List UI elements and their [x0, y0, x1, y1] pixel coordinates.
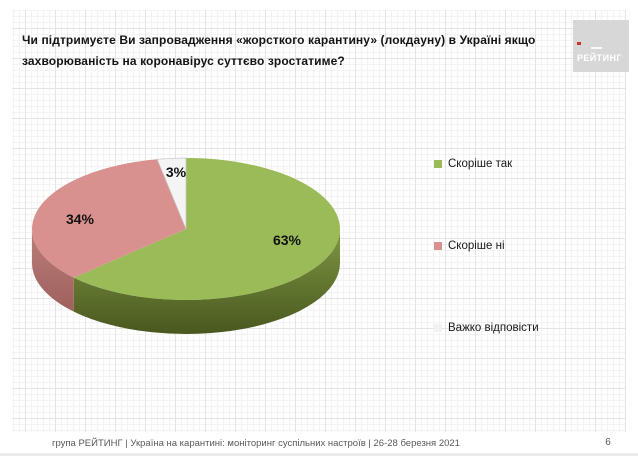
- pie-slice-1: [32, 159, 187, 278]
- bottom-edge-line: [0, 453, 638, 456]
- question-title: Чи підтримуєте Ви запровадження «жорстко…: [22, 30, 582, 72]
- pie-value-label-0: 63%: [273, 232, 302, 248]
- legend-item: Скоріше так: [434, 157, 512, 171]
- pie-value-label-1: 34%: [66, 211, 95, 227]
- logo-text: РЕЙТИНГ: [577, 53, 622, 63]
- legend-item-label: Скоріше так: [448, 158, 513, 170]
- legend-color-swatch-pink: [434, 242, 442, 250]
- legend-color-swatch-green: [434, 160, 442, 168]
- legend-item: Скоріше ні: [434, 239, 505, 253]
- logo-mini-text-mark: [591, 47, 602, 49]
- pie-slice-2: [156, 157, 187, 230]
- pie-value-label-2: 3%: [166, 164, 187, 180]
- legend-item: Важко відповісти: [434, 321, 539, 335]
- pie-slice-side-0: [73, 229, 341, 334]
- legend-color-swatch-white: [434, 324, 442, 332]
- rating-group-logo: РЕЙТИНГ: [573, 20, 629, 72]
- title-line-2: захворюваність на коронавірус суттєво зр…: [22, 54, 345, 68]
- legend-item-label: Важко відповісти: [448, 322, 539, 334]
- pie-slice-side-1: [32, 229, 74, 312]
- legend-item-label: Скоріше ні: [448, 240, 505, 252]
- page-number: 6: [605, 437, 611, 448]
- footer-caption: група РЕЙТИНГ | Україна на карантині: мо…: [52, 438, 460, 449]
- title-line-1: Чи підтримуєте Ви запровадження «жорстко…: [22, 33, 536, 47]
- logo-red-accent-mark: [577, 42, 581, 45]
- pie-slice-0: [73, 158, 341, 301]
